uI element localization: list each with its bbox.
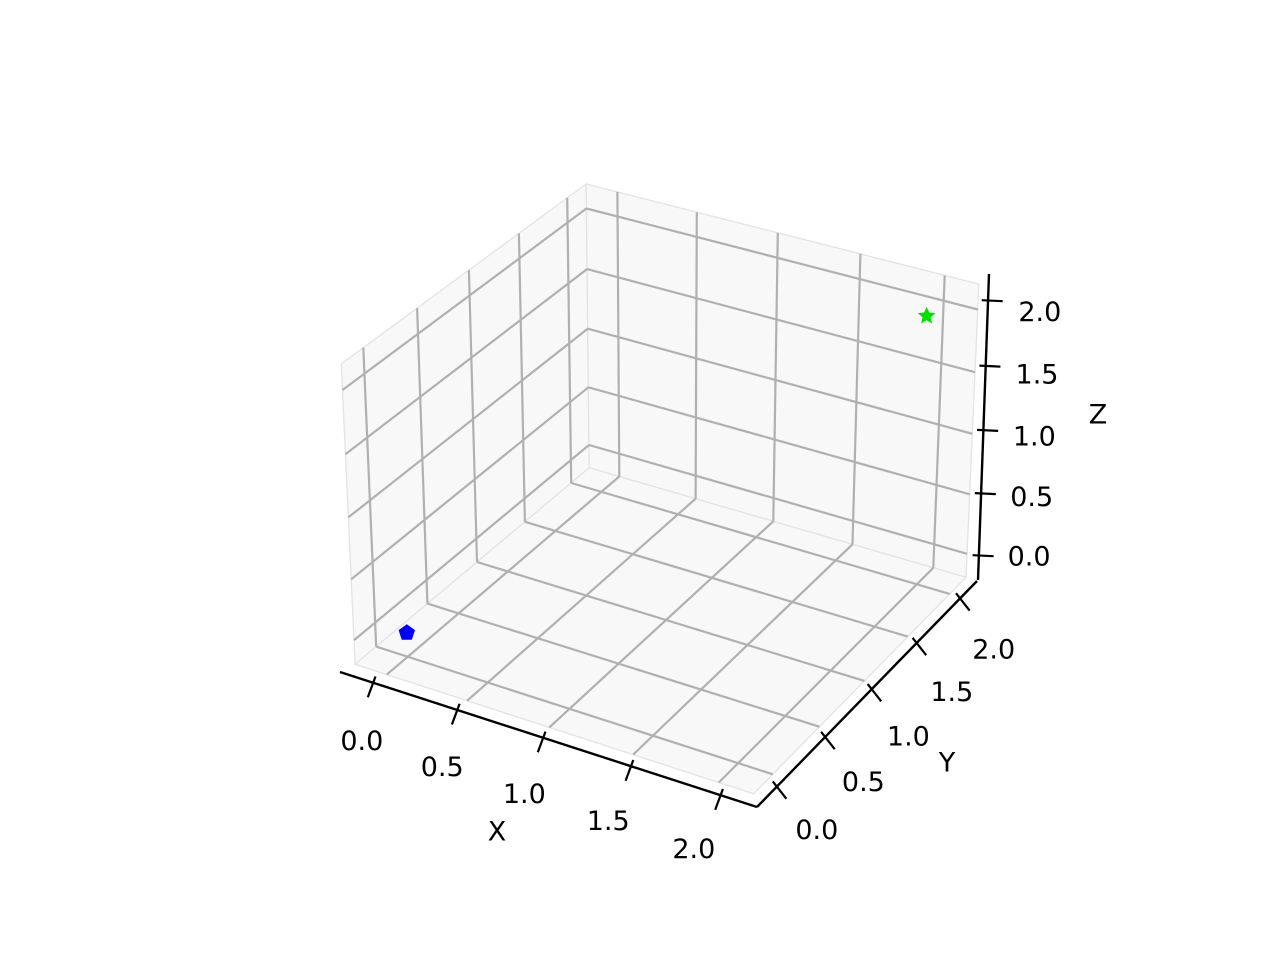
x-axis-label: X (488, 817, 507, 848)
z-tick-label: 0.0 (1008, 541, 1051, 572)
grid-line (341, 207, 588, 391)
y-axis-tick (820, 731, 836, 750)
z-axis-tick (979, 364, 1001, 368)
grid-line (476, 560, 865, 682)
x-axis-tick (624, 759, 635, 782)
grid-line (588, 386, 970, 496)
grid-line (587, 327, 973, 435)
grid-line (524, 520, 909, 638)
x-axis-tick (714, 788, 724, 811)
grid-line (932, 275, 946, 568)
grid-line (416, 308, 429, 604)
grid-line (566, 197, 573, 484)
y-tick-label: 2.0 (972, 634, 1015, 665)
y-axis-line (756, 580, 978, 808)
y-axis-tick (771, 780, 788, 800)
x-tick-label: 0.0 (340, 726, 383, 757)
z-tick-label: 1.0 (1013, 421, 1056, 452)
grid-line (467, 270, 479, 563)
grid-line (344, 268, 588, 456)
x-axis-tick (450, 703, 461, 725)
grid-line (718, 567, 935, 784)
z-axis-tick (974, 492, 996, 496)
z-tick-label: 1.5 (1016, 360, 1059, 391)
grid-line (386, 475, 621, 676)
scatter-point-star (917, 306, 936, 324)
y-axis-tick (866, 683, 883, 702)
y-axis-label: Y (938, 748, 956, 779)
z-axis-line (976, 273, 991, 581)
x-tick-label: 2.0 (672, 834, 715, 865)
y-tick-label: 1.0 (887, 721, 930, 752)
x-tick-label: 0.5 (421, 752, 464, 783)
grid-line (632, 543, 854, 756)
grid-line (851, 253, 862, 545)
grid-line (548, 520, 775, 729)
pane-floor (353, 467, 968, 795)
y-tick-label: 1.5 (930, 677, 973, 708)
y-axis-tick (911, 637, 928, 656)
grid-line (586, 268, 976, 374)
x-axis-tick (366, 676, 377, 698)
z-axis-tick (981, 299, 1003, 303)
grid-line (616, 191, 621, 477)
grid-line (517, 233, 526, 522)
scatter-point-pentagon (398, 624, 415, 640)
grid-line (466, 497, 697, 702)
y-tick-label: 0.5 (842, 767, 885, 798)
grid-line (350, 386, 590, 581)
grid-line (772, 232, 779, 522)
z-axis-label: Z (1089, 400, 1108, 431)
grid-line (353, 444, 590, 642)
x-tick-label: 1.5 (587, 806, 630, 837)
x-axis-line (339, 670, 758, 809)
z-axis-tick (972, 554, 994, 558)
grid-line (694, 212, 698, 499)
grid-line (427, 602, 820, 728)
grid-line (347, 327, 589, 519)
z-axis-tick (977, 428, 999, 432)
y-axis-tick (955, 592, 971, 612)
grid-line (570, 481, 951, 595)
grid-line (586, 207, 979, 311)
z-tick-label: 2.0 (1018, 297, 1061, 328)
grid-line (588, 443, 968, 555)
grid-line (362, 347, 378, 647)
x-axis-tick (536, 731, 547, 753)
grid-line (375, 645, 774, 776)
x-tick-label: 1.0 (503, 779, 546, 810)
y-tick-label: 0.0 (795, 815, 838, 846)
z-tick-label: 0.5 (1010, 482, 1053, 513)
